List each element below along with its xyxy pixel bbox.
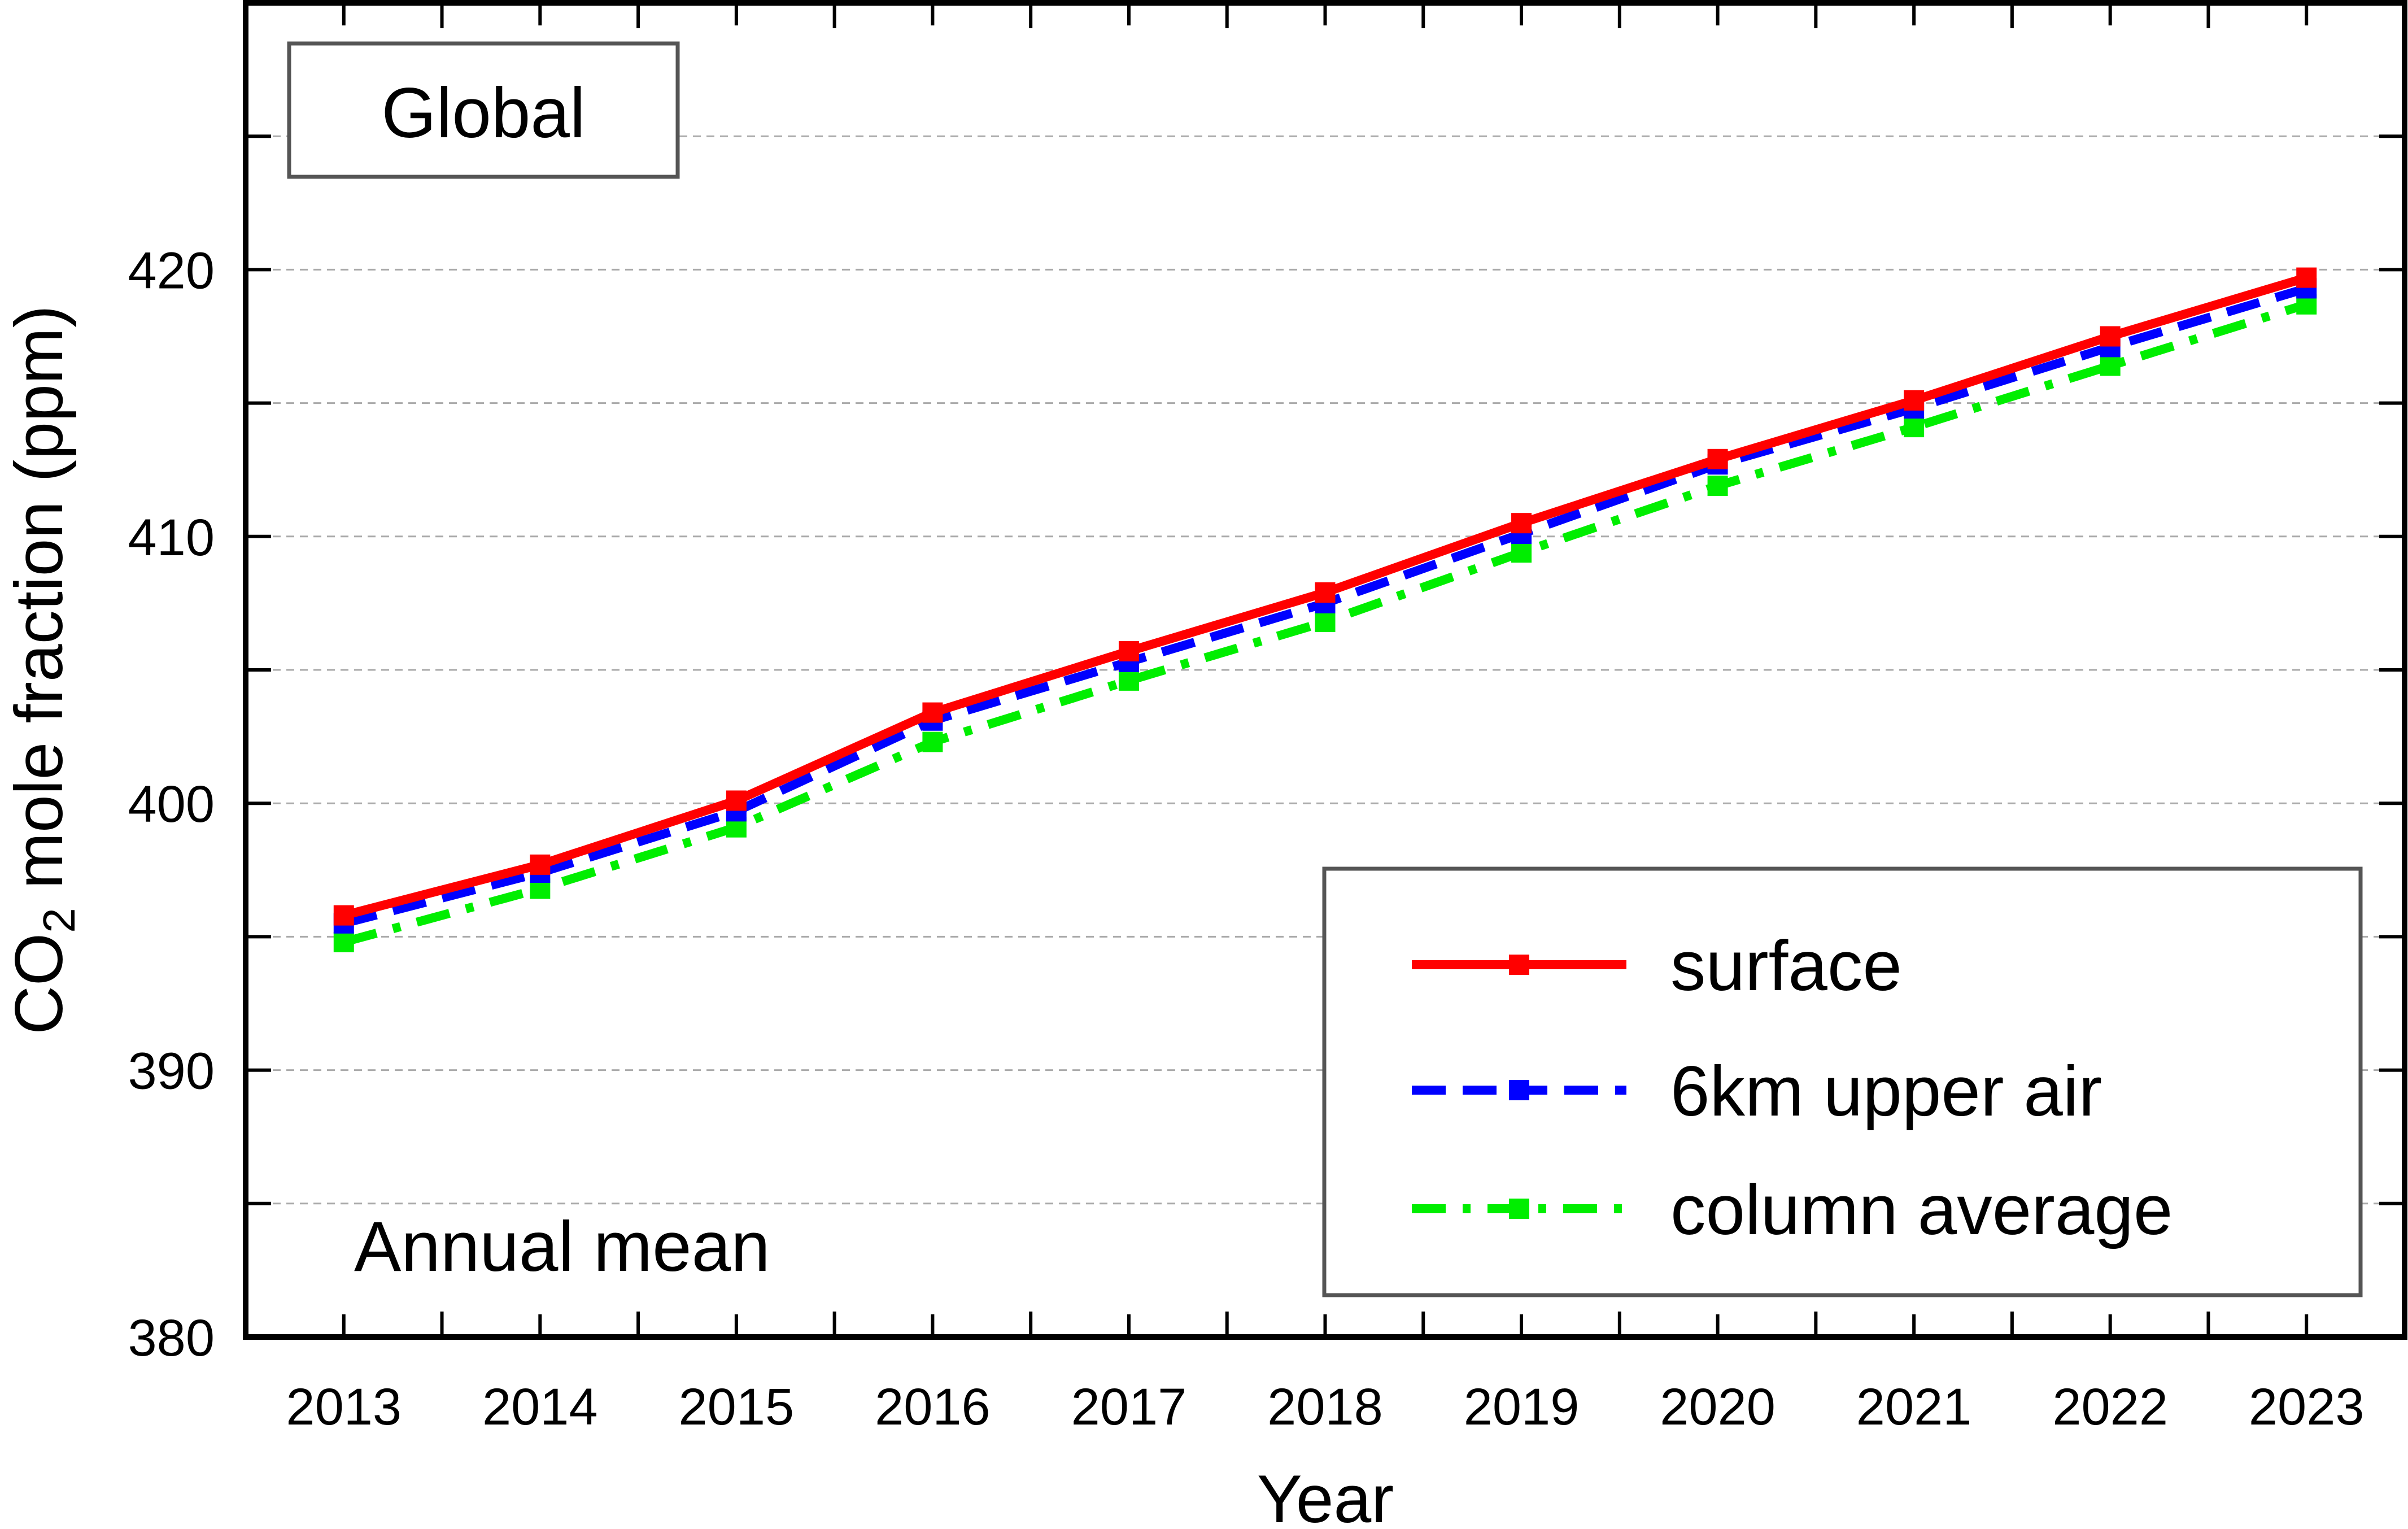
data-point-surface (2100, 326, 2121, 347)
data-point-surface (1904, 390, 1925, 411)
data-point-column-average (2100, 355, 2121, 376)
y-tick-label: 390 (128, 1043, 215, 1100)
x-tick-label: 2018 (1267, 1378, 1383, 1436)
data-point-column-average (1315, 611, 1336, 632)
legend-marker-6km-upper-air (1509, 1080, 1529, 1100)
legend-marker-surface (1509, 955, 1529, 975)
x-tick-label: 2022 (2052, 1378, 2168, 1436)
y-tick-label: 420 (128, 242, 215, 299)
legend-label-6km-upper-air: 6km upper air (1670, 1052, 2102, 1131)
axis-ticks (246, 3, 2405, 1337)
annotation-annual-mean: Annual mean (354, 1208, 770, 1286)
data-point-surface (922, 702, 943, 723)
series-line-column-average (342, 300, 2308, 947)
legend-label-column-average: column average (1670, 1171, 2173, 1249)
region-label-box: Global (287, 41, 680, 179)
x-tick-label: 2016 (875, 1378, 991, 1436)
y-tick-label: 410 (128, 509, 215, 567)
y-tick-label: 400 (128, 776, 215, 833)
data-point-column-average (1511, 542, 1532, 563)
x-tick-label: 2019 (1464, 1378, 1580, 1436)
data-point-surface (1118, 641, 1139, 661)
data-point-surface (2296, 267, 2317, 288)
x-tick-label: 2021 (1856, 1378, 1972, 1436)
x-tick-label: 2015 (679, 1378, 795, 1436)
data-series (333, 267, 2317, 952)
y-axis-title: CO2 mole fraction (ppm) (1, 305, 84, 1035)
data-point-surface (1707, 448, 1728, 469)
y-axis-title-post: mole fraction (ppm) (1, 305, 77, 908)
legend: surface 6km upper air column average (1322, 866, 2363, 1297)
data-point-surface (333, 905, 354, 926)
legend-box (1322, 866, 2363, 1297)
x-tick-label: 2020 (1660, 1378, 1776, 1436)
data-point-column-average (922, 731, 943, 752)
series-column-average (333, 294, 2317, 952)
x-tick-label: 2013 (286, 1378, 402, 1436)
data-point-column-average (333, 931, 354, 952)
y-axis-title-pre: CO (1, 933, 77, 1035)
data-point-column-average (1118, 670, 1139, 691)
data-point-column-average (1707, 476, 1728, 496)
x-tick-label: 2023 (2249, 1378, 2365, 1436)
y-tick-label: 380 (128, 1309, 215, 1367)
x-tick-label: 2017 (1071, 1378, 1187, 1436)
data-point-surface (530, 854, 551, 875)
legend-label-surface: surface (1670, 927, 1902, 1005)
x-tick-labels: 2013 2014 2015 2016 2017 2018 2019 2020 2021 2022… (286, 1378, 2364, 1436)
data-point-surface (1511, 513, 1532, 534)
y-axis-title-sub: 2 (34, 908, 84, 933)
region-label: Global (381, 74, 585, 153)
legend-marker-column-average (1509, 1199, 1529, 1219)
data-point-column-average (1904, 417, 1925, 438)
y-tick-labels: 380 390 400 410 420 (128, 242, 215, 1367)
x-tick-label: 2014 (482, 1378, 598, 1436)
x-axis-title: Year (1257, 1461, 1394, 1529)
data-point-surface (1315, 582, 1336, 603)
data-point-surface (726, 790, 747, 811)
plot-frame (243, 0, 2407, 1340)
series-surface (333, 267, 2317, 926)
